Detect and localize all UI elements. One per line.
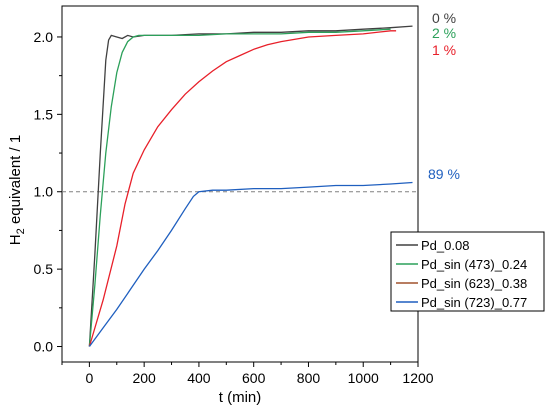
x-tick-label: 1000 (348, 370, 379, 386)
end-label-0: 0 % (432, 10, 456, 26)
end-label-2: 1 % (432, 42, 456, 58)
legend-label-0: Pd_0.08 (421, 238, 469, 253)
series-line-3 (88, 181, 413, 347)
y-tick-label: 2.0 (34, 29, 54, 45)
x-tick-label: 800 (297, 370, 321, 386)
x-tick-label: 400 (187, 370, 211, 386)
plot-frame (61, 5, 419, 363)
y-tick-label: 0.0 (34, 339, 54, 355)
end-label-1: 2 % (432, 25, 456, 41)
series-line-2 (88, 30, 397, 347)
legend-label-2: Pd_sin (623)_0.38 (421, 276, 527, 291)
y-tick-label: 0.5 (34, 261, 54, 277)
x-axis-title: t (min) (219, 389, 262, 406)
legend-label-1: Pd_sin (473)_0.24 (421, 257, 527, 272)
y-tick-label: 1.0 (34, 184, 54, 200)
end-label-3: 89 % (428, 166, 460, 182)
y-axis-title: H2 equivalent / 1 (7, 135, 27, 245)
x-tick-label: 0 (85, 370, 93, 386)
x-tick-label: 600 (242, 370, 266, 386)
y-axis-title-sub: 2 (15, 228, 27, 234)
x-tick-label: 200 (132, 370, 156, 386)
series-line-0 (88, 25, 413, 347)
legend-label-3: Pd_sin (723)_0.77 (421, 295, 527, 310)
y-axis-title-main: H (7, 234, 24, 245)
x-tick-label: 1200 (402, 370, 433, 386)
y-axis-title-rest: equivalent / 1 (7, 135, 24, 228)
series-line-1 (88, 28, 391, 347)
y-tick-label: 1.5 (34, 106, 54, 122)
